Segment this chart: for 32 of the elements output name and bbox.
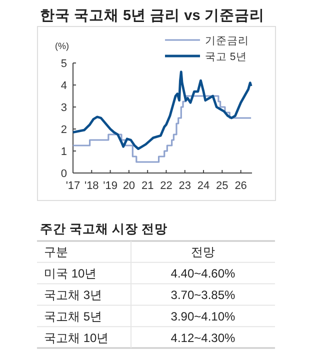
text: 3.70~3.85%	[170, 288, 236, 302]
y-tick-label: 4	[60, 80, 67, 92]
text: 4.40~4.60%	[170, 266, 236, 281]
x-tick-label: 26	[234, 180, 247, 192]
x-tick-label: 22	[160, 180, 172, 192]
x-tick-label: 23	[178, 180, 191, 192]
x-tick-label: '19	[103, 180, 118, 192]
y-tick-label: 2	[60, 124, 67, 136]
text: 국고채 10년	[44, 330, 109, 345]
text: 국고채 5년	[44, 309, 102, 324]
chart-title: 한국 국고채 5년 금리 vs 기준금리	[40, 8, 264, 24]
y-tick-label: 5	[60, 58, 67, 70]
line-series	[72, 70, 252, 150]
text: 구분	[44, 245, 68, 260]
legend-label: 국고 5년	[205, 51, 247, 63]
legend-label: 기준금리	[205, 35, 249, 47]
x-tick-label: '18	[84, 180, 99, 192]
y-tick-label: 3	[60, 102, 67, 114]
text: 미국 10년	[44, 266, 97, 281]
x-tick-label: 24	[197, 180, 210, 192]
y-axis-title: (%)	[55, 41, 69, 51]
x-tick-label: 21	[141, 180, 154, 192]
text: 전망	[191, 245, 215, 260]
text: 국고채 3년	[44, 288, 102, 302]
text: 4.12~4.30%	[170, 330, 236, 345]
text: 주간 국고채 시장 전망	[40, 222, 168, 236]
y-tick-label: 0	[60, 168, 67, 180]
x-tick-label: '17	[66, 180, 80, 192]
text: 3.90~4.10%	[170, 309, 236, 324]
x-tick-label: 20	[122, 180, 136, 192]
x-tick-label: 25	[216, 180, 228, 192]
y-tick-label: 1	[60, 146, 67, 158]
